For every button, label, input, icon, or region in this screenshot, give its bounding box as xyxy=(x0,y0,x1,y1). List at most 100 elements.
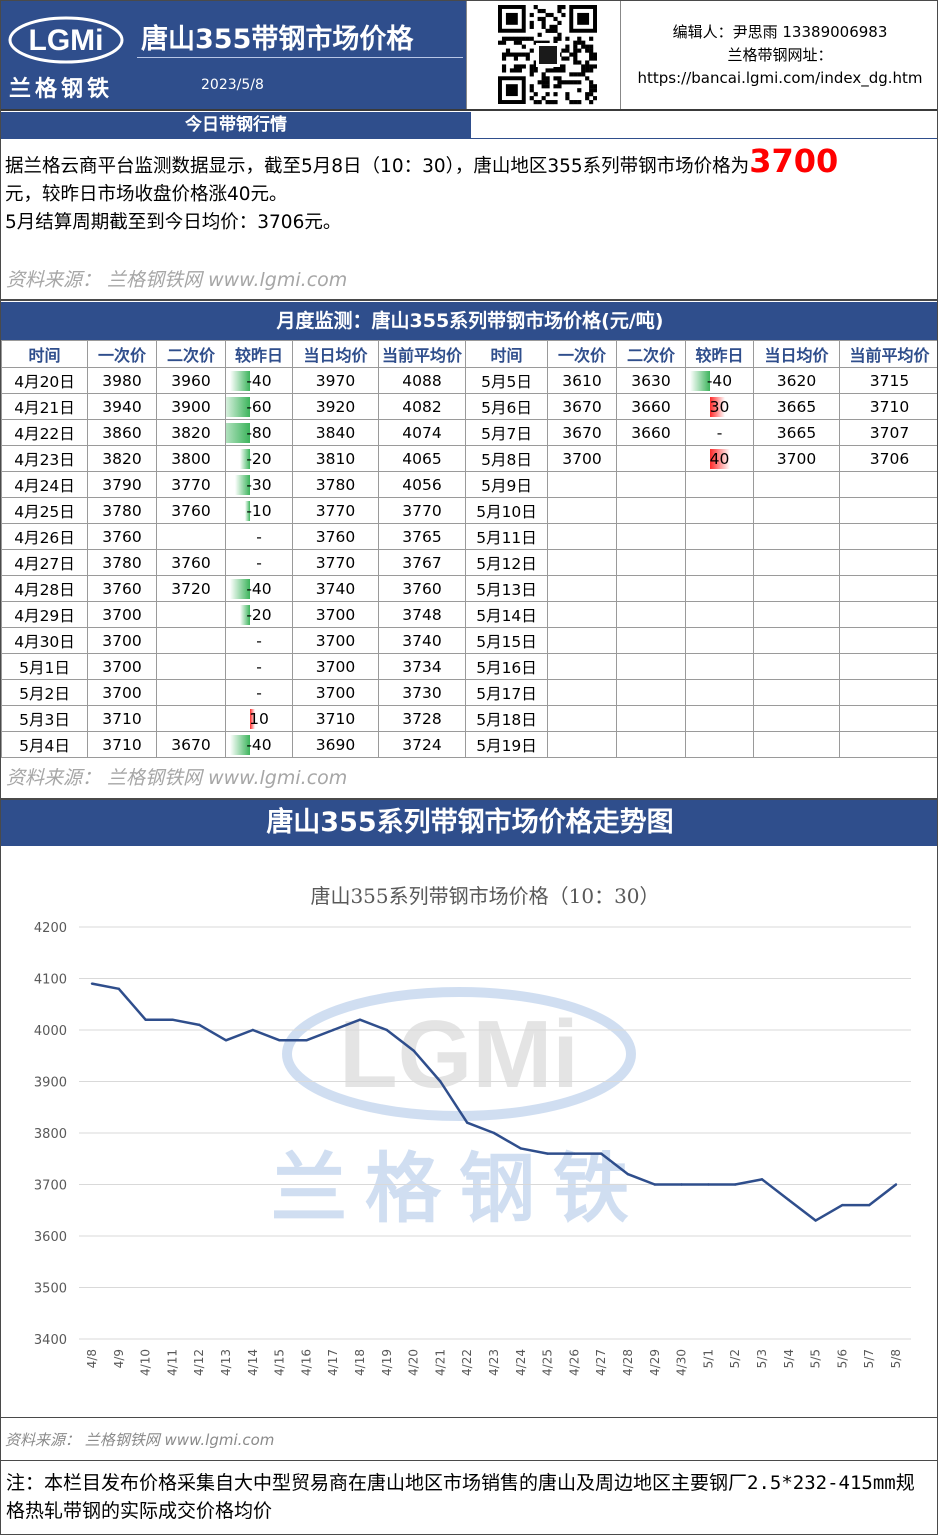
cell-cur: 4088 xyxy=(378,367,466,394)
cell-p2 xyxy=(616,679,686,706)
site-url-link[interactable]: https://bancai.lgmi.com/index_dg.htm xyxy=(637,69,923,87)
cell-text: 4082 xyxy=(402,397,442,416)
qr-module xyxy=(529,68,534,73)
cell-text: 5月14日 xyxy=(476,606,537,625)
cell-text: 3960 xyxy=(171,371,211,390)
data-point xyxy=(841,1203,844,1207)
cell-cur: 3710 xyxy=(839,393,937,420)
y-tick-label: 3800 xyxy=(34,1127,67,1142)
cell-avg: 3665 xyxy=(753,419,840,446)
cell-text: 30 xyxy=(709,397,730,416)
qr-module xyxy=(529,84,534,89)
qr-module xyxy=(541,40,546,45)
qr-module xyxy=(529,48,534,53)
qr-module xyxy=(585,64,590,69)
cell-chg: - xyxy=(225,523,293,550)
cell-p1: 3610 xyxy=(547,367,617,394)
qr-module xyxy=(541,24,546,29)
data-point xyxy=(653,1183,656,1186)
qr-module xyxy=(565,96,570,101)
qr-module xyxy=(505,52,511,57)
chart-source-note: 资料来源： 兰格钢铁网 www.lgmi.com xyxy=(5,1431,275,1449)
qr-module xyxy=(589,56,594,61)
cell-cur: 4065 xyxy=(378,445,466,472)
cell-text: 5月15日 xyxy=(476,632,537,651)
cell-text: 4月30日 xyxy=(14,632,75,651)
qr-module xyxy=(533,5,538,10)
data-point xyxy=(814,1219,817,1222)
data-point xyxy=(626,1173,630,1176)
qr-module xyxy=(525,36,530,41)
qr-module xyxy=(541,20,546,25)
cell-text: 4月24日 xyxy=(14,476,75,495)
cell-text: 3665 xyxy=(776,423,817,442)
qr-module xyxy=(561,80,566,85)
cell-p2 xyxy=(616,627,686,654)
cell-p2 xyxy=(616,471,686,498)
cell-text: 5月8日 xyxy=(481,450,532,469)
cell-p2 xyxy=(156,523,226,550)
data-point xyxy=(868,1203,871,1207)
cell-p2 xyxy=(616,523,686,550)
monthly-monitor-bar: 月度监测：唐山355系列带钢市场价格(元/吨) xyxy=(1,302,937,340)
cell-avg: 3920 xyxy=(292,393,379,420)
cell-p2: 3960 xyxy=(156,367,226,394)
qr-module xyxy=(553,28,558,33)
lgmi-logo: LGMi xyxy=(8,16,124,64)
cell-text: 3728 xyxy=(402,709,442,728)
qr-module xyxy=(561,64,566,69)
cell-text: -10 xyxy=(246,501,272,520)
qr-module xyxy=(581,72,586,77)
cell-avg xyxy=(753,601,840,628)
qr-module xyxy=(553,68,558,73)
summary-line3: 5月结算周期截至到今日均价：3706元。 xyxy=(5,212,342,233)
cell-date: 4月22日 xyxy=(1,419,88,446)
cell-avg: 3710 xyxy=(292,705,379,732)
cell-avg: 3970 xyxy=(292,367,379,394)
table-row: 5月1日 3700 - 3700 3734 5月16日 xyxy=(1,653,937,680)
cell-avg: 3740 xyxy=(292,575,379,602)
table-row: 4月21日 3940 3900 -60 3920 4082 5月6日 3670 3660 30 36… xyxy=(1,393,937,420)
x-tick-label: 4/16 xyxy=(299,1349,313,1376)
cell-text: 3765 xyxy=(402,527,442,546)
qr-module xyxy=(537,8,542,14)
qr-module xyxy=(549,28,554,33)
cell-p1 xyxy=(547,497,617,524)
qr-module xyxy=(517,40,522,45)
data-point xyxy=(546,1152,549,1155)
qr-module xyxy=(577,72,582,77)
qr-module xyxy=(565,56,570,61)
qr-module xyxy=(501,40,507,45)
footnote: 注：本栏目发布价格采集自大中型贸易商在唐山地区市场销售的唐山及周边地区主要钢厂2… xyxy=(6,1472,915,1522)
cell-cur: 4082 xyxy=(378,393,466,420)
x-tick-label: 4/26 xyxy=(567,1349,581,1376)
cell-text: 4月28日 xyxy=(14,580,75,599)
cell-text: 3800 xyxy=(171,449,211,468)
cell-text: 3920 xyxy=(315,397,356,416)
qr-module xyxy=(509,36,515,41)
qr-module xyxy=(529,72,534,77)
wechat-icon xyxy=(539,46,557,64)
cell-date: 4月23日 xyxy=(1,445,88,472)
cell-avg xyxy=(753,471,840,498)
cell-avg: 3770 xyxy=(292,497,379,524)
cell-p2: 3900 xyxy=(156,393,226,420)
qr-module xyxy=(525,52,530,57)
cell-text: -40 xyxy=(706,371,733,390)
cell-avg: 3760 xyxy=(292,523,379,550)
x-tick-label: 4/30 xyxy=(675,1349,689,1376)
qr-module xyxy=(573,44,578,49)
watermark-logo-text: LGMi xyxy=(339,1001,579,1108)
cell-p2 xyxy=(156,679,226,706)
data-point xyxy=(492,1131,496,1135)
qr-module xyxy=(525,56,530,61)
contact-info: 编辑人：尹思雨 13389006983 兰格带钢网址： https://banc… xyxy=(621,1,937,109)
cell-chg xyxy=(685,679,754,706)
qr-module xyxy=(541,72,546,77)
x-tick-label: 4/19 xyxy=(380,1349,394,1376)
cell-text: 4月27日 xyxy=(14,554,75,573)
cell-chg xyxy=(685,601,754,628)
cell-text: 3710 xyxy=(102,709,142,728)
qr-module xyxy=(529,96,534,101)
